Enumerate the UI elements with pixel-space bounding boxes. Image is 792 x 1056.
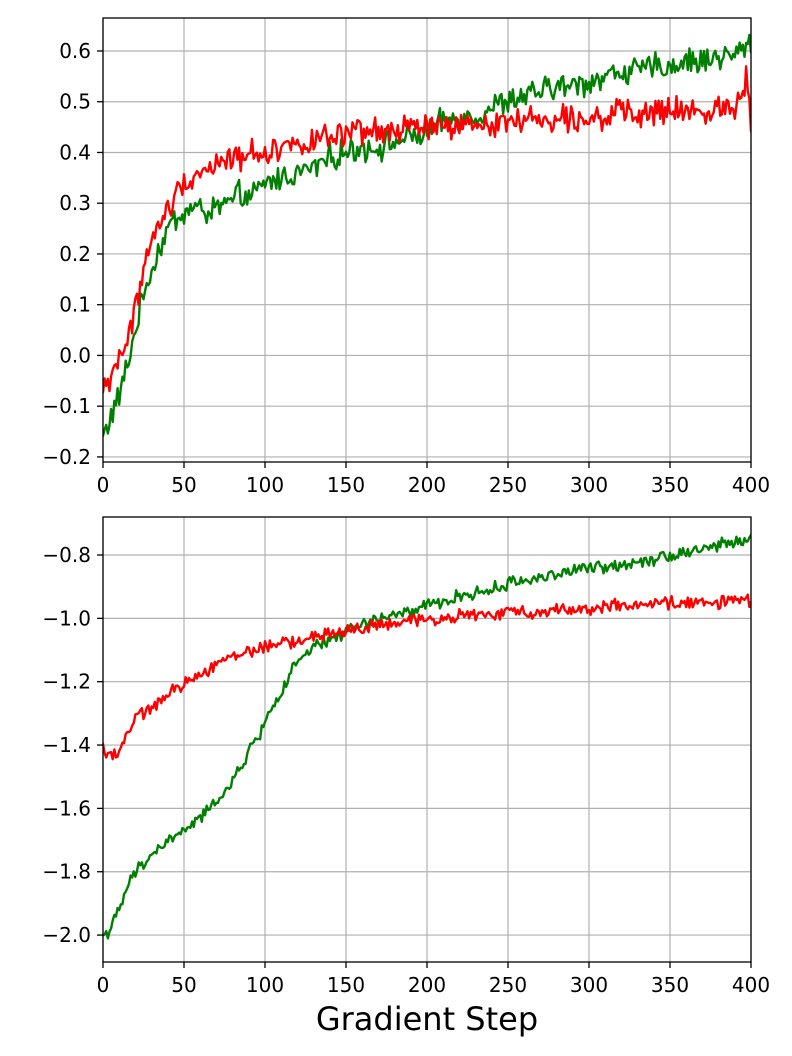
series-line-red xyxy=(103,65,751,394)
y-tick-label: −0.2 xyxy=(42,445,91,469)
x-tick-label: 250 xyxy=(489,973,527,997)
y-tick-label: 0.5 xyxy=(59,90,91,114)
x-tick-label: 200 xyxy=(408,973,446,997)
y-tick-label: −1.0 xyxy=(42,606,91,630)
x-tick-label: 50 xyxy=(171,973,196,997)
y-tick-label: −0.8 xyxy=(42,543,91,567)
x-tick-label: 300 xyxy=(570,473,608,497)
x-tick-label: 100 xyxy=(246,973,284,997)
top-chart: 0 50 100 150 200 250 300 350 400 −0.2 −0.1 0.0 0.1 0.… xyxy=(42,17,770,497)
x-tick-label: 400 xyxy=(732,473,770,497)
y-tick-label: −1.8 xyxy=(42,860,91,884)
y-tick-label: −1.6 xyxy=(42,796,91,820)
x-tick-label: 100 xyxy=(246,473,284,497)
x-axis-title: Gradient Step xyxy=(316,1000,538,1038)
bottom-chart: 0 50 100 150 200 250 300 350 400 −2.0 −1.8 −1.6 −1.4… xyxy=(42,516,770,997)
y-tick-label: 0.2 xyxy=(59,242,91,266)
x-tick-label: 350 xyxy=(651,473,689,497)
series-line-green xyxy=(103,533,751,940)
y-tick-label: 0.6 xyxy=(59,39,91,63)
y-tick-label: 0.0 xyxy=(59,343,91,367)
x-tick-label: 50 xyxy=(171,473,196,497)
y-tick-label: −0.1 xyxy=(42,394,91,418)
x-tick-label: 400 xyxy=(732,973,770,997)
x-tick-label: 250 xyxy=(489,473,527,497)
y-tick-label: −2.0 xyxy=(42,923,91,947)
series-line-green xyxy=(103,33,751,438)
x-tick-label: 0 xyxy=(97,973,110,997)
x-tick-label: 150 xyxy=(327,973,365,997)
y-tick-label: −1.2 xyxy=(42,670,91,694)
y-tick-label: 0.1 xyxy=(59,293,91,317)
x-tick-label: 200 xyxy=(408,473,446,497)
y-tick-label: 0.3 xyxy=(59,191,91,215)
x-tick-label: 350 xyxy=(651,973,689,997)
x-tick-label: 300 xyxy=(570,973,608,997)
y-tick-label: −1.4 xyxy=(42,733,91,757)
x-tick-label: 0 xyxy=(97,473,110,497)
y-tick-label: 0.4 xyxy=(59,140,91,164)
x-tick-label: 150 xyxy=(327,473,365,497)
series-line-red xyxy=(103,593,751,761)
